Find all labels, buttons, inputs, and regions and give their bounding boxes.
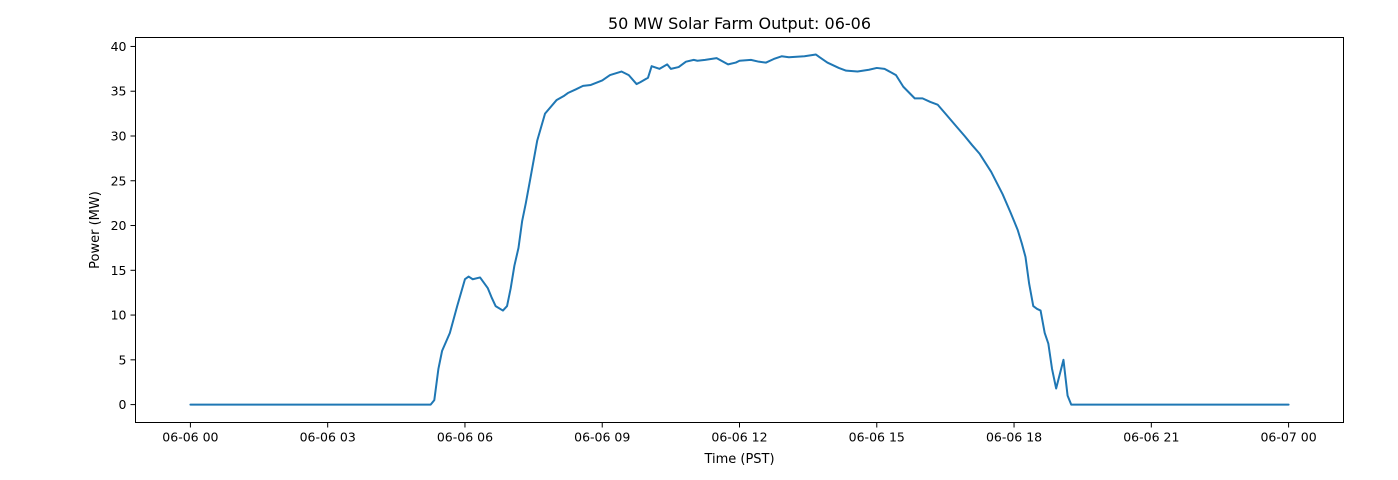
x-tick-label: 06-06 00	[162, 430, 218, 445]
y-axis-label: Power (MW)	[88, 191, 103, 269]
plot-area	[135, 37, 1344, 423]
x-axis: 06-06 00 06-06 03 06-06 06 06-06 09 06-06 12…	[162, 422, 1317, 445]
x-tick-label: 06-07 00	[1260, 430, 1316, 445]
series-line	[189, 53, 1290, 406]
chart-title: 50 MW Solar Farm Output: 06-06	[608, 14, 871, 33]
y-axis: 0 5 10 15 20 25 30 35 40	[111, 39, 136, 412]
x-tick-label: 06-06 12	[711, 430, 767, 445]
x-tick-label: 06-06 21	[1123, 430, 1179, 445]
y-tick-label: 35	[111, 84, 127, 99]
x-tick-label: 06-06 15	[849, 430, 905, 445]
y-tick-label: 40	[111, 39, 127, 54]
x-tick-label: 06-06 09	[574, 430, 630, 445]
x-tick-label: 06-06 03	[300, 430, 356, 445]
x-tick-label: 06-06 06	[437, 430, 493, 445]
x-axis-label: Time (PST)	[703, 452, 774, 467]
plot-frame	[135, 37, 1344, 423]
y-tick-label: 20	[111, 218, 127, 233]
x-tick-label: 06-06 18	[986, 430, 1042, 445]
y-tick-label: 0	[119, 397, 127, 412]
y-tick-label: 25	[111, 173, 127, 188]
y-tick-label: 30	[111, 128, 127, 143]
y-tick-label: 5	[119, 352, 127, 367]
y-tick-label: 10	[111, 308, 127, 323]
y-tick-label: 15	[111, 263, 127, 278]
